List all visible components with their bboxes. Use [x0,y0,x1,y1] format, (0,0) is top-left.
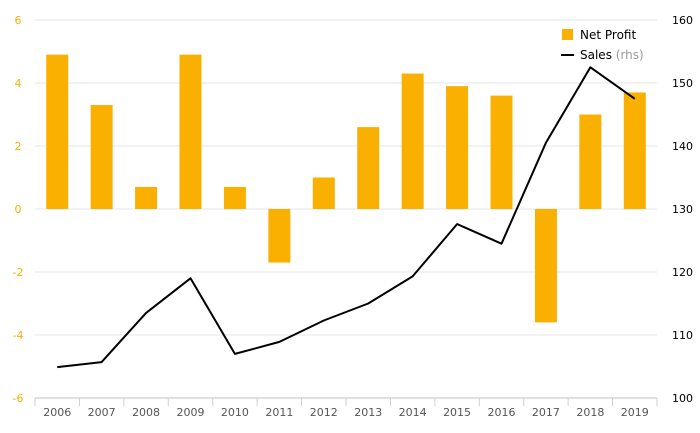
legend: Net Profit Sales (rhs) [561,28,644,62]
x-tick-label: 2019 [621,406,649,419]
right-tick-label: 130 [672,203,693,216]
bar-net-profit-2007 [90,105,113,209]
right-axis-ticks: 100 110 120 130 140 150 160 [672,14,693,405]
bar-net-profit-2012 [312,177,335,209]
bar-net-profit-2009 [179,54,202,210]
bar-net-profit-2017 [534,209,557,323]
x-tick-label: 2013 [354,406,382,419]
right-tick-label: 140 [672,140,693,153]
left-tick-label: 2 [15,140,22,153]
x-tick-label: 2017 [532,406,560,419]
x-axis: 2006 2007 2008 2009 2010 2011 2012 2013 2014 2015… [34,397,658,419]
x-tick-label: 2006 [43,406,71,419]
legend-swatch-net-profit [562,29,573,40]
legend-label-sales-suffix: (rhs) [616,48,644,62]
bar-net-profit-2013 [357,127,380,209]
right-tick-label: 150 [672,77,693,90]
net-profit-bars [46,54,646,323]
right-tick-label: 110 [672,329,693,342]
legend-label-sales: Sales (rhs) [580,48,644,62]
x-tick-label: 2007 [88,406,116,419]
x-tick-label: 2018 [576,406,604,419]
x-tick-label: 2010 [221,406,249,419]
left-tick-label: -6 [13,392,24,405]
x-tick-label: 2009 [177,406,205,419]
gridlines [35,19,657,399]
bar-net-profit-2008 [135,186,158,209]
right-tick-label: 100 [672,392,693,405]
bar-net-profit-2010 [223,186,246,209]
x-tick-label: 2011 [265,406,293,419]
left-tick-label: -4 [13,329,24,342]
left-tick-label: 6 [15,14,22,27]
bar-net-profit-2014 [401,73,424,209]
bar-net-profit-2018 [579,114,602,209]
x-tick-label: 2015 [443,406,471,419]
bar-net-profit-2015 [446,86,469,209]
bar-net-profit-2006 [46,54,69,210]
right-tick-label: 120 [672,266,693,279]
x-tick-label: 2008 [132,406,160,419]
legend-label-net-profit: Net Profit [580,28,636,42]
legend-label-sales-name: Sales [580,48,612,62]
right-tick-label: 160 [672,14,693,27]
left-tick-label: 0 [15,203,22,216]
x-tick-label: 2014 [399,406,427,419]
left-tick-label: -2 [13,266,24,279]
bar-net-profit-2016 [490,95,513,209]
bar-net-profit-2019 [623,92,646,209]
x-tick-label: 2012 [310,406,338,419]
sales-line [57,66,636,369]
bar-net-profit-2011 [268,209,291,263]
left-axis-ticks: -6 -4 -2 0 2 4 6 [13,14,24,405]
left-tick-label: 4 [15,77,22,90]
x-tick-label: 2016 [488,406,516,419]
